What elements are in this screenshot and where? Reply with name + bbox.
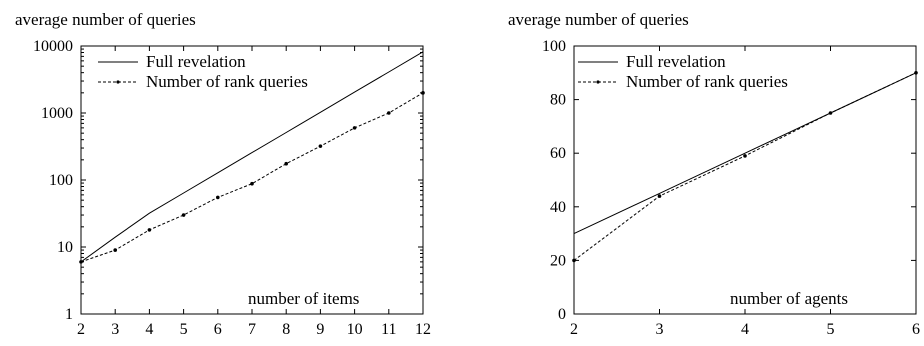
data-point-rank-queries — [250, 181, 254, 186]
data-point-rank-queries — [914, 71, 918, 75]
y-tick-label: 1000 — [41, 105, 73, 122]
legend: Full revelation Number of rank queries — [578, 52, 788, 91]
y-tick-label: 10 — [57, 239, 73, 256]
data-point-rank-queries — [421, 91, 425, 95]
y-tick-label: 0 — [558, 306, 566, 323]
chart-items: average number of queries number of item… — [15, 10, 431, 338]
y-tick-label: 100 — [542, 38, 566, 55]
x-tick-label: 3 — [111, 321, 119, 338]
y-tick-label: 100 — [49, 172, 73, 189]
data-point-rank-queries — [181, 213, 186, 217]
data-point-rank-queries — [79, 260, 83, 264]
legend: Full revelation Number of rank queries — [98, 52, 308, 91]
data-point-rank-queries — [318, 144, 323, 148]
x-axis-label: number of agents — [730, 289, 848, 308]
y-axis-label: average number of queries — [15, 10, 196, 29]
y-tick-label: 1 — [65, 306, 73, 323]
chart-agents: average number of queries number of agen… — [508, 10, 920, 338]
legend-label-rank-queries: Number of rank queries — [626, 72, 788, 91]
x-tick-label: 8 — [282, 321, 290, 338]
x-tick-label: 12 — [415, 321, 431, 338]
y-axis-label: average number of queries — [508, 10, 689, 29]
legend-marker-rank-queries — [116, 80, 120, 84]
legend-label-rank-queries: Number of rank queries — [146, 72, 308, 91]
x-tick-label: 4 — [145, 321, 153, 338]
data-point-rank-queries — [147, 228, 152, 232]
x-tick-label: 2 — [570, 321, 578, 338]
y-tick-label: 80 — [550, 92, 566, 109]
data-point-rank-queries — [572, 258, 576, 263]
x-tick-label: 5 — [180, 321, 188, 338]
x-axis-label: number of items — [248, 289, 359, 308]
ticks: 2 3 4 5 6 7 8 9 10 11 12 1 10 100 1000 10000 — [33, 38, 431, 338]
x-tick-label: 2 — [77, 321, 85, 338]
x-tick-label: 10 — [347, 321, 363, 338]
x-tick-label: 4 — [741, 321, 749, 338]
x-tick-label: 6 — [912, 321, 920, 338]
series-full-revelation-line — [80, 51, 424, 263]
series-group — [572, 71, 918, 263]
x-tick-label: 5 — [827, 321, 835, 338]
data-point-rank-queries — [284, 161, 289, 166]
legend-marker-rank-queries — [596, 80, 600, 84]
x-tick-label: 6 — [214, 321, 222, 338]
data-point-rank-queries — [352, 126, 357, 130]
data-point-rank-queries — [216, 195, 220, 200]
data-point-rank-queries — [657, 194, 662, 198]
x-tick-label: 9 — [316, 321, 324, 338]
x-tick-label: 3 — [656, 321, 664, 338]
data-point-rank-queries — [828, 111, 833, 115]
y-tick-label: 10000 — [33, 38, 73, 55]
legend-label-full-revelation: Full revelation — [146, 52, 246, 71]
series-rank-queries-line — [573, 72, 917, 261]
data-point-rank-queries — [743, 154, 747, 158]
series-group — [79, 51, 425, 264]
x-tick-label: 7 — [248, 321, 256, 338]
data-point-rank-queries — [387, 111, 391, 115]
series-full-revelation-line — [573, 72, 917, 235]
series-rank-queries-line — [80, 92, 424, 263]
data-point-rank-queries — [113, 248, 117, 252]
y-tick-label: 20 — [550, 252, 566, 269]
x-tick-label: 11 — [381, 321, 396, 338]
y-tick-label: 60 — [550, 145, 566, 162]
y-tick-label: 40 — [550, 199, 566, 216]
legend-label-full-revelation: Full revelation — [626, 52, 726, 71]
